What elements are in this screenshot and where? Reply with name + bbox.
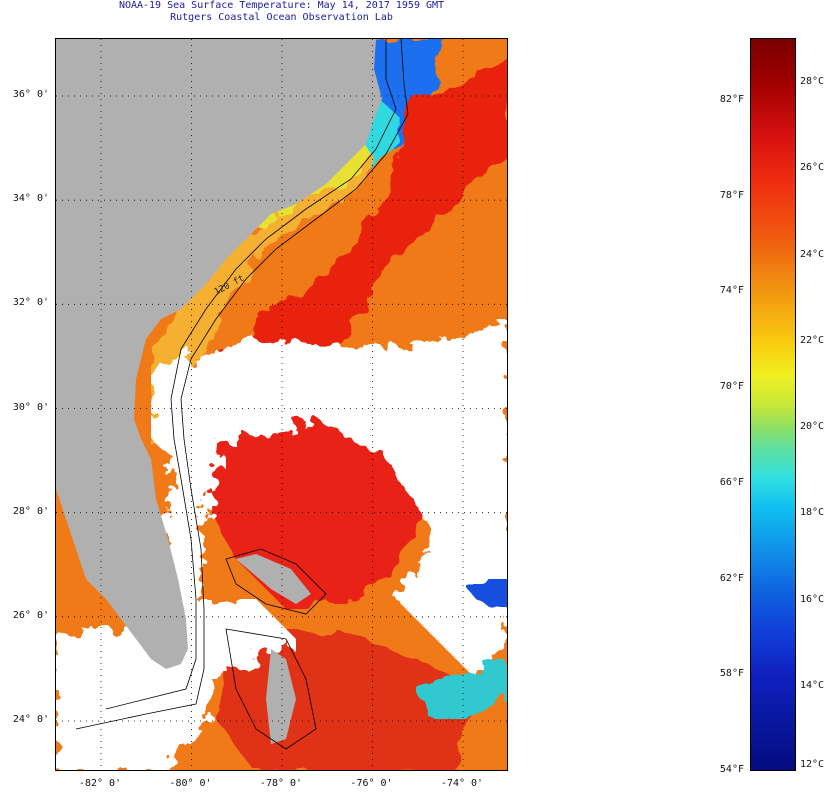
fahrenheit-label: 54°F (719, 764, 744, 775)
longitude-label: -78° 0' (259, 778, 303, 789)
longitude-label: -80° 0' (169, 778, 212, 789)
fahrenheit-label: 82°F (719, 94, 744, 105)
celsius-label: 12°C (800, 759, 825, 770)
celsius-label: 18°C (800, 507, 825, 519)
celsius-label: 20°C (800, 421, 825, 432)
latitude-label: 28° 0' (12, 505, 49, 517)
land-bahamas (236, 554, 311, 604)
lat-lon-grid (56, 39, 507, 770)
cool-patch-se (416, 659, 507, 719)
sst-map-svg: 120 ft (56, 39, 507, 770)
isobath-line-bahamas (225, 548, 327, 615)
celsius-label: 24°C (800, 248, 825, 260)
fahrenheit-label: 62°F (719, 572, 744, 584)
sst-map: 120 ft (55, 38, 508, 771)
latitude-label: 26° 0' (12, 609, 49, 621)
map-subtitle: Rutgers Coastal Ocean Observation Lab (170, 12, 393, 23)
celsius-label: 14°C (800, 679, 825, 691)
fahrenheit-label: 74°F (719, 285, 744, 297)
fahrenheit-label: 66°F (719, 476, 744, 488)
isobath-line-andros (225, 628, 317, 750)
celsius-label: 28°C (800, 76, 825, 87)
isobath-line (105, 39, 397, 710)
longitude-label: -82° 0' (78, 778, 122, 789)
map-title: NOAA-19 Sea Surface Temperature: May 14,… (118, 0, 445, 11)
gulf-stream (206, 59, 507, 399)
longitude-label: -74° 0' (440, 778, 484, 789)
land-us-coast (56, 39, 382, 669)
cloud-cover-4 (176, 599, 296, 679)
latitude-label: 30° 0' (12, 401, 49, 413)
latitude-label: 24° 0' (12, 714, 49, 725)
cold-patch-se (466, 579, 507, 609)
celsius-label: 26°C (800, 162, 825, 174)
latitude-label: 32° 0' (12, 297, 49, 309)
latitude-label: 34° 0' (12, 193, 49, 205)
temperature-colorbar (750, 38, 796, 771)
longitude-label: -76° 0' (350, 778, 393, 789)
cloud-cover-1 (151, 319, 507, 479)
fahrenheit-label: 70°F (719, 381, 744, 393)
latitude-label: 36° 0' (12, 89, 49, 100)
isobath-line-outer (75, 39, 409, 730)
celsius-label: 16°C (800, 593, 825, 605)
cloud-cover-2 (386, 449, 507, 679)
land-andros (266, 649, 296, 744)
fahrenheit-label: 78°F (719, 189, 744, 201)
shelf-water (151, 129, 376, 449)
fahrenheit-label: 58°F (719, 668, 744, 680)
celsius-label: 22°C (800, 334, 825, 346)
